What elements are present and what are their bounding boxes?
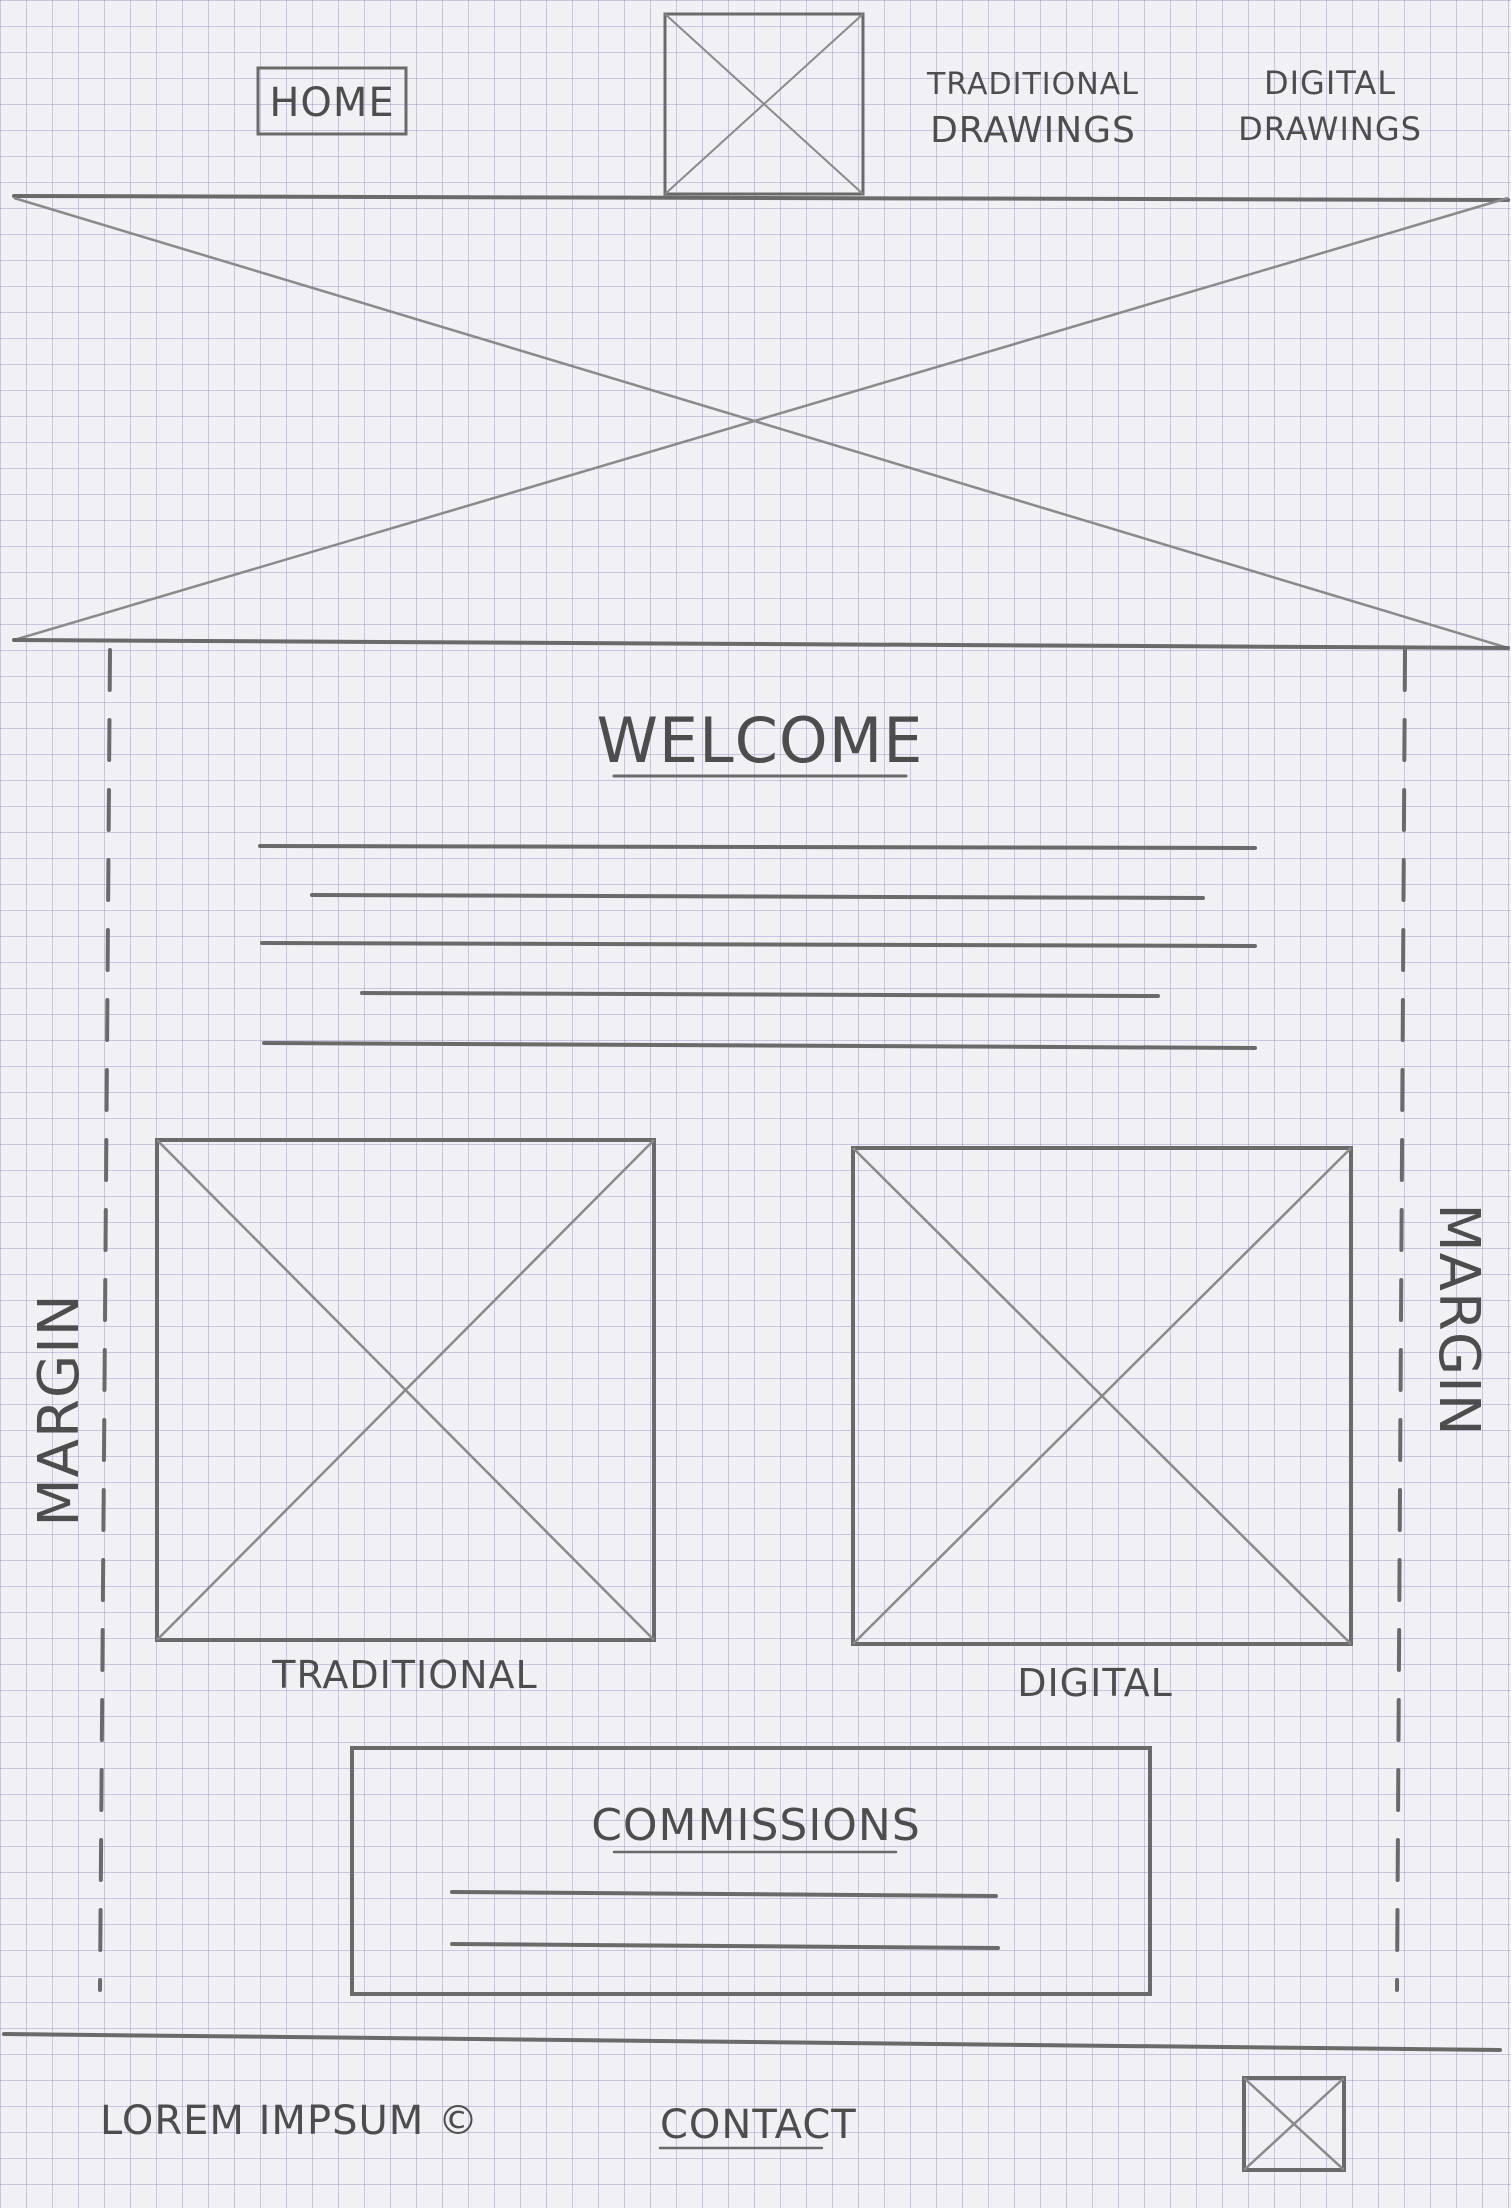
text-line	[450, 1890, 998, 1898]
icon-cross-2	[1243, 2077, 1345, 2171]
margin-label-right: MARGIN	[1426, 1203, 1491, 1436]
gallery-card-traditional[interactable]: TRADITIONAL	[155, 1138, 656, 1697]
margin-label-left: MARGIN	[27, 1293, 92, 1526]
right-margin-line	[1395, 648, 1407, 1992]
logo-placeholder	[663, 12, 865, 196]
text-line	[260, 941, 1257, 948]
image-placeholder	[155, 1138, 656, 1642]
text-line	[360, 991, 1160, 998]
hero-cross-2	[13, 196, 1509, 642]
left-margin-line	[98, 648, 112, 1992]
footer-copyright: LOREM IMPSUM ©	[100, 2098, 479, 2144]
home-nav-link[interactable]: HOME	[269, 80, 394, 126]
text-line	[262, 1041, 1257, 1050]
welcome-section: WELCOME	[258, 704, 1257, 1050]
gallery: TRADITIONAL DIGITAL	[155, 1138, 1353, 1705]
gallery-label-traditional: TRADITIONAL	[271, 1653, 537, 1697]
hero-cross-1	[13, 196, 1509, 650]
footer-icon-placeholder[interactable]	[1242, 2076, 1346, 2172]
text-line	[310, 893, 1205, 900]
image-cross-2	[156, 1139, 655, 1641]
nav-traditional-line1[interactable]: TRADITIONAL	[926, 67, 1139, 102]
gallery-label-digital: DIGITAL	[1017, 1661, 1173, 1705]
home-button-frame[interactable]	[256, 66, 408, 136]
hero-bottom-divider	[12, 638, 1510, 650]
margin-guides: MARGIN MARGIN	[27, 648, 1491, 1992]
header: HOME TRADITIONAL DRAWINGS DIGITAL DRAWIN…	[12, 12, 1510, 202]
nav-digital-line2[interactable]: DRAWINGS	[1238, 110, 1422, 148]
footer-divider	[2, 2032, 1502, 2052]
hero-banner-placeholder	[12, 196, 1510, 650]
welcome-title: WELCOME	[597, 704, 924, 777]
logo-frame	[663, 12, 865, 196]
logo-cross-2	[664, 13, 864, 195]
footer-contact-link[interactable]: CONTACT	[660, 2102, 857, 2148]
text-line	[258, 844, 1257, 850]
text-line	[450, 1942, 1000, 1950]
icon-frame	[1242, 2076, 1346, 2172]
gallery-card-digital[interactable]: DIGITAL	[851, 1146, 1353, 1705]
commissions-box[interactable]: COMMISSIONS	[350, 1746, 1152, 1996]
commissions-frame	[350, 1746, 1152, 1996]
footer: LOREM IMPSUM © CONTACT	[2, 2032, 1502, 2172]
image-placeholder	[851, 1146, 1353, 1646]
nav-traditional-line2[interactable]: DRAWINGS	[930, 110, 1136, 151]
commissions-title: COMMISSIONS	[591, 1800, 921, 1851]
image-cross-2	[852, 1147, 1352, 1645]
header-divider	[12, 194, 1510, 202]
nav-digital-line1[interactable]: DIGITAL	[1264, 64, 1396, 102]
